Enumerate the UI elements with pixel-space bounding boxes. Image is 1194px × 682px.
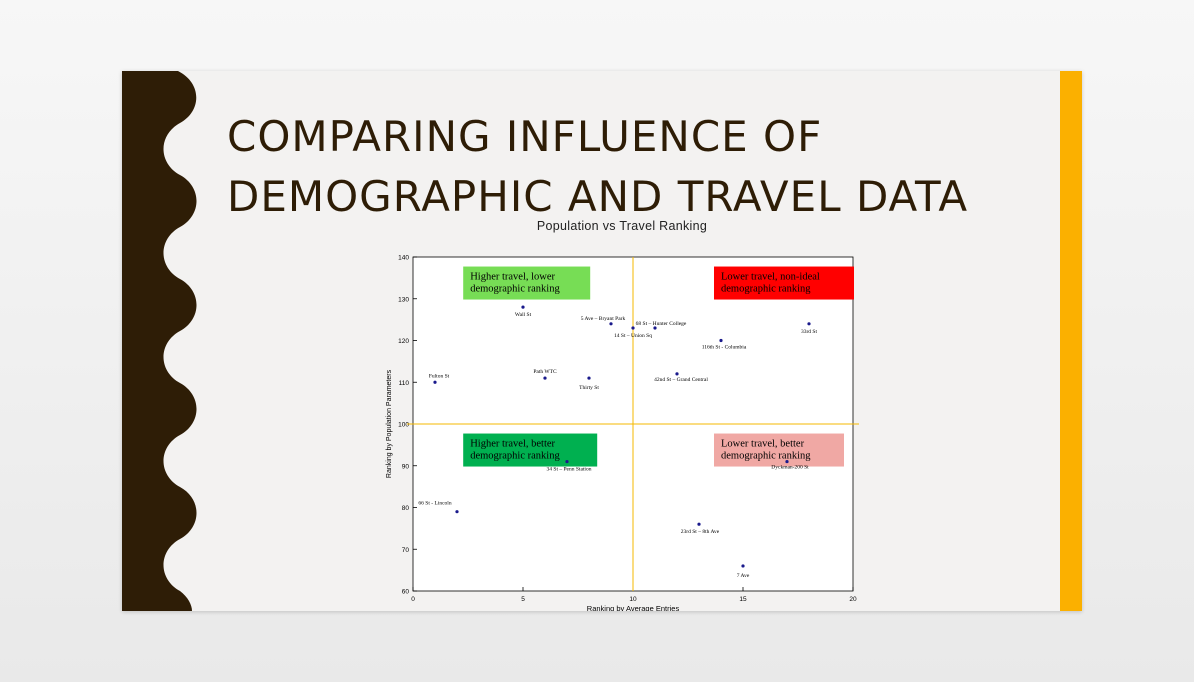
quadrant-label-box-bottom-right [714, 433, 844, 467]
data-point [609, 322, 613, 326]
data-point-label: 66 St - Lincoln [418, 501, 451, 507]
data-point-label: 5 Ave – Bryant Park [581, 316, 626, 322]
data-point-label: Path WTC [533, 369, 557, 375]
data-point [587, 376, 591, 380]
x-axis-label: Ranking by Average Entries [587, 604, 680, 611]
scatter-chart: 0 5 10 15 20 60 70 80 90 100 110 120 130 140 Ranking b… [386, 255, 859, 611]
quadrant-label-text: Higher travel, lower [470, 272, 555, 283]
data-point [521, 305, 525, 309]
data-point [565, 459, 569, 464]
x-tick-label: 15 [739, 596, 747, 603]
y-tick-label: 100 [398, 422, 409, 429]
data-point-label: 34 St – Penn Station [547, 467, 592, 473]
quadrant-label-text: demographic ranking [470, 451, 560, 462]
slide-title: COMPARING INFLUENCE OF DEMOGRAPHIC AND T… [227, 112, 969, 221]
slide: COMPARING INFLUENCE OF DEMOGRAPHIC AND T… [122, 71, 1082, 611]
chart-title: Population vs Travel Ranking [536, 219, 708, 233]
data-point-label: Fulton St [429, 373, 450, 379]
data-point [455, 510, 459, 514]
quadrant-label-box-top-right [714, 266, 854, 300]
y-tick-label: 90 [402, 463, 410, 470]
data-point [433, 380, 437, 384]
data-point [631, 326, 635, 330]
y-tick-label: 120 [398, 338, 409, 345]
y-tick-label: 80 [402, 505, 410, 512]
y-tick-label: 140 [398, 255, 409, 262]
data-point [697, 522, 701, 526]
quadrant-label-box-top-left [463, 266, 591, 300]
data-point-label: 14 St – Union Sq [614, 333, 652, 339]
y-tick-label: 110 [399, 380, 410, 387]
quadrant-label-text: Higher travel, better [470, 439, 555, 450]
quadrant-label-text: Lower travel, non-ideal [721, 272, 820, 283]
data-point-label: 42nd St – Grand Central [654, 377, 708, 383]
y-axis-label: Ranking by Population Parameters [386, 369, 393, 478]
data-point [807, 322, 811, 326]
quadrant-label-box-bottom-left [463, 433, 598, 467]
right-accent-band [1060, 71, 1082, 611]
x-tick-label: 10 [629, 596, 637, 603]
y-tick-label: 130 [398, 296, 409, 303]
data-point [543, 376, 547, 380]
x-tick-label: 0 [411, 596, 415, 603]
quadrant-label-text: demographic ranking [721, 451, 811, 462]
data-point-label: 7 Ave [737, 573, 750, 579]
data-point [719, 338, 723, 343]
data-point [653, 326, 657, 330]
quadrant-label-text: demographic ranking [721, 284, 811, 295]
x-tick-label: 20 [849, 596, 857, 603]
left-wavy-band [122, 71, 197, 611]
wavy-band-shape [122, 71, 197, 611]
data-point [675, 372, 679, 376]
data-point [785, 459, 789, 464]
data-point-label: Wall St [515, 312, 532, 318]
data-point-label: Thirty St [579, 385, 599, 391]
data-point-label: 68 St – Hunter College [636, 321, 687, 327]
data-point-label: 23rd St – 8th Ave [681, 529, 720, 535]
y-tick-label: 70 [402, 547, 410, 554]
x-tick-label: 5 [521, 596, 525, 603]
data-point-label: 33rd St [801, 329, 818, 335]
quadrant-label-text: demographic ranking [470, 284, 560, 295]
quadrant-label-text: Lower travel, better [721, 439, 805, 450]
data-point [741, 564, 745, 568]
data-point-label: Dyckman-200 St [771, 465, 809, 471]
y-tick-label: 60 [402, 589, 410, 596]
data-point-label: 116th St - Columbia [702, 345, 747, 351]
